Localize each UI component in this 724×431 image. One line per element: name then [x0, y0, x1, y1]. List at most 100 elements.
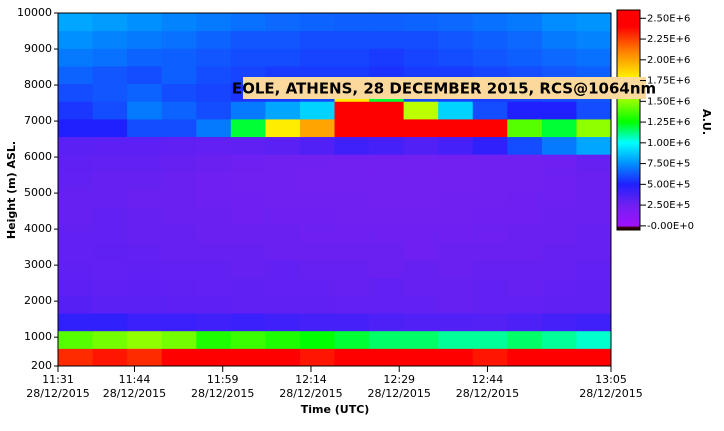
heatmap-cell [507, 242, 543, 261]
heatmap-cell [369, 348, 405, 367]
heatmap-cell [403, 295, 439, 314]
heatmap-cell [472, 207, 508, 226]
heatmap-cell [127, 48, 163, 67]
heatmap-cell [127, 171, 163, 190]
heatmap-cell [161, 295, 197, 314]
heatmap-cell [541, 189, 577, 208]
heatmap-cell [472, 136, 508, 155]
heatmap-cell [299, 13, 335, 32]
heatmap-cell [576, 189, 612, 208]
heatmap-cell [161, 48, 197, 67]
colorbar-tick-label: 2.00E+6 [647, 55, 690, 66]
title-box [243, 77, 646, 99]
heatmap-cell [403, 260, 439, 279]
heatmap-cell [369, 118, 405, 138]
heatmap-cell [334, 330, 370, 349]
heatmap-cell [369, 154, 405, 173]
heatmap-cell [161, 30, 197, 49]
y-tick-label: 10000 [17, 6, 52, 19]
heatmap-cell [507, 277, 543, 296]
heatmap-cell [576, 171, 612, 190]
heatmap-cell [334, 30, 370, 49]
heatmap-cell [127, 136, 163, 155]
heatmap-cell [58, 295, 94, 314]
heatmap-cell [576, 118, 612, 138]
heatmap-cell [230, 13, 266, 32]
heatmap-cell [299, 154, 335, 173]
heatmap-cell [472, 277, 508, 296]
heatmap-cell [541, 348, 577, 367]
heatmap-cell [507, 136, 543, 155]
heatmap-cell [472, 348, 508, 367]
heatmap-cell [403, 207, 439, 226]
heatmap-cell [299, 277, 335, 296]
heatmap-cell [58, 65, 94, 85]
heatmap-cell [438, 348, 474, 367]
heatmap-cell [472, 189, 508, 208]
heatmap-cell [576, 48, 612, 67]
heatmap-cell [265, 242, 301, 261]
x-tick-label: 11:31 [42, 373, 74, 386]
heatmap-cell [334, 207, 370, 226]
heatmap-cell [369, 13, 405, 32]
heatmap-cell [403, 277, 439, 296]
heatmap-cell [472, 260, 508, 279]
heatmap-cell [265, 13, 301, 32]
y-tick-label: 2000 [24, 294, 52, 307]
x-tick-date: 28/12/2015 [368, 387, 431, 400]
heatmap-cell [403, 348, 439, 367]
heatmap-cell [369, 30, 405, 49]
heatmap-cell [265, 313, 301, 332]
heatmap-cell [541, 295, 577, 314]
heatmap-cell [161, 189, 197, 208]
y-tick-label: 4000 [24, 222, 52, 235]
plot-frame [57, 12, 612, 367]
heatmap-cell [369, 48, 405, 67]
heatmap-cell [403, 154, 439, 173]
heatmap-cell [196, 224, 232, 243]
heatmap-cell [161, 313, 197, 332]
heatmap-cell [196, 207, 232, 226]
x-tick-date: 28/12/2015 [191, 387, 254, 400]
heatmap-cell [127, 30, 163, 49]
y-tick-label: 1000 [24, 330, 52, 343]
heatmap-cell [576, 260, 612, 279]
heatmap-cell [230, 101, 266, 120]
x-tick-date: 28/12/2015 [103, 387, 166, 400]
heatmap-cell [507, 330, 543, 349]
heatmap-cell [92, 189, 128, 208]
heatmap-cell [127, 154, 163, 173]
heatmap-cell [334, 295, 370, 314]
heatmap-cell [230, 136, 266, 155]
heatmap-cell [507, 224, 543, 243]
x-tick-label: 12:14 [295, 373, 327, 386]
heatmap-cell [161, 83, 197, 102]
heatmap-cell [92, 207, 128, 226]
heatmap-cell [58, 189, 94, 208]
heatmap-cell [265, 277, 301, 296]
heatmap-cell [230, 118, 266, 138]
heatmap-cell [230, 189, 266, 208]
heatmap-cell [196, 48, 232, 67]
heatmap-cell [92, 348, 128, 367]
heatmap-cell [403, 48, 439, 67]
heatmap-cell [438, 260, 474, 279]
colorbar-tick-label: 2.50E+5 [647, 200, 690, 211]
heatmap-cell [576, 30, 612, 49]
heatmap-cell [576, 295, 612, 314]
heatmap-cell [127, 295, 163, 314]
heatmap-cell [265, 224, 301, 243]
colorbar-tick-label: 1.25E+6 [647, 117, 690, 128]
heatmap-cell [58, 313, 94, 332]
x-tick-label: 13:05 [595, 373, 627, 386]
heatmap-cell [507, 313, 543, 332]
heatmap-cell [161, 101, 197, 120]
x-tick-date: 28/12/2015 [279, 387, 342, 400]
heatmap-cell [230, 348, 266, 367]
heatmap-cell [507, 154, 543, 173]
heatmap-cell [403, 313, 439, 332]
heatmap-cell [196, 348, 232, 367]
heatmap-cell [334, 313, 370, 332]
heatmap-cell [230, 171, 266, 190]
heatmap-cell [196, 101, 232, 120]
